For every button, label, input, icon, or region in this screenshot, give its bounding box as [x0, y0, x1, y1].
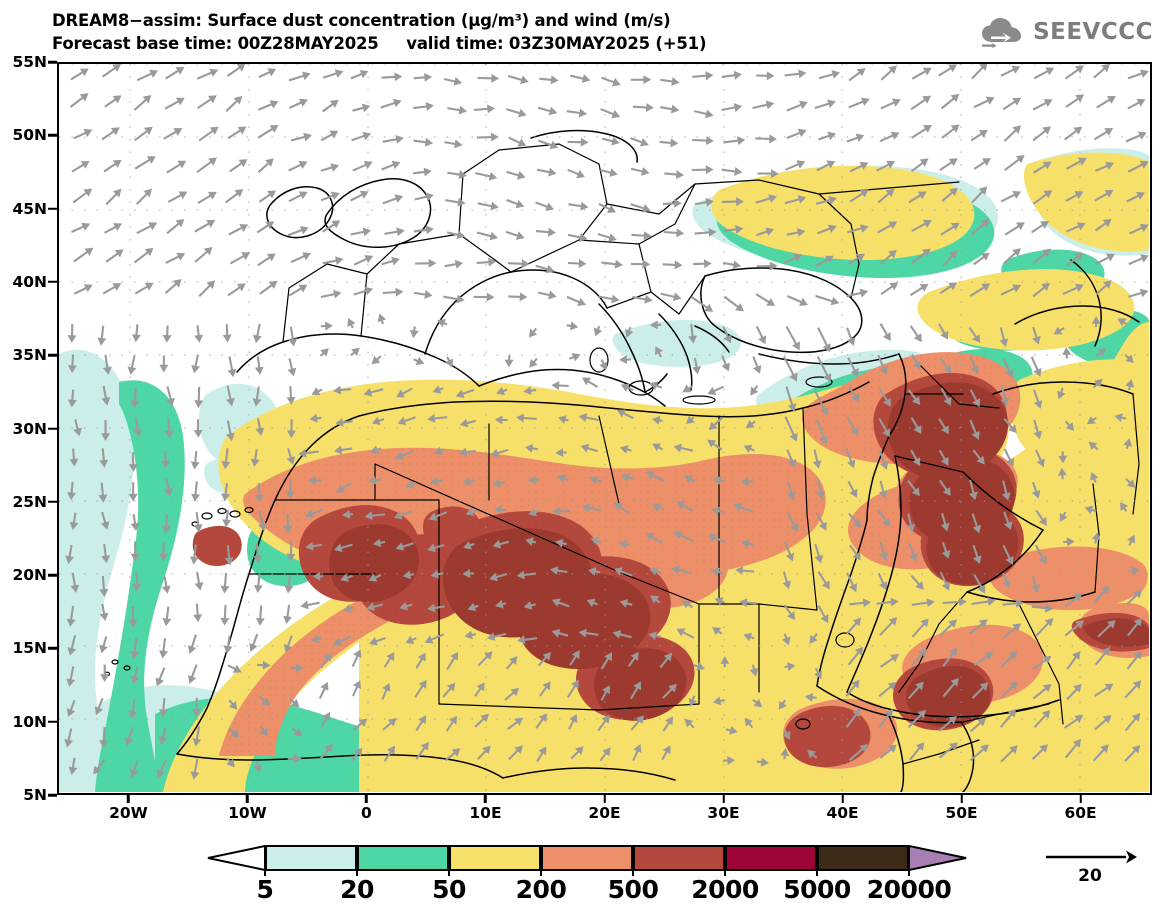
- colorbar-segment[interactable]: [725, 845, 817, 871]
- lat-tick-label: 45N: [12, 199, 47, 218]
- lon-tick-mark: [127, 795, 130, 803]
- lat-tick-label: 50N: [12, 126, 47, 145]
- colorbar-tick-label: 5: [256, 875, 274, 904]
- colorbar-segment[interactable]: [265, 845, 357, 871]
- lon-tick-mark: [841, 795, 844, 803]
- colorbar-tick-mark: [356, 871, 358, 876]
- lon-tick-label: 60E: [1064, 804, 1097, 822]
- lon-tick-mark: [603, 795, 606, 803]
- lat-tick-mark: [48, 60, 57, 64]
- seevccc-logo: SEEVCCC: [980, 14, 1153, 50]
- lat-tick-mark: [48, 720, 57, 723]
- lon-tick-label: 20W: [109, 804, 148, 822]
- lat-tick-label: 25N: [12, 492, 47, 511]
- wind-arrow-icon: [1046, 850, 1137, 864]
- title-block: DREAM8−assim: Surface dust concentration…: [52, 9, 707, 55]
- colorbar-segment[interactable]: [541, 845, 633, 871]
- lon-tick-mark: [960, 795, 963, 803]
- colorbar[interactable]: 5 20 50 200 500 2000 5000 20000: [207, 845, 967, 904]
- colorbar-tick-mark: [448, 871, 450, 876]
- lon-tick-mark: [365, 795, 368, 803]
- colorbar-tick-label: 20000: [866, 875, 952, 904]
- colorbar-tick-label: 500: [607, 875, 659, 904]
- lat-tick-label: 35N: [12, 346, 47, 365]
- lat-tick-mark: [48, 353, 57, 357]
- lat-tick-label: 40N: [12, 272, 47, 291]
- colorbar-segment[interactable]: [817, 845, 909, 871]
- lat-lon-gridlines: [59, 64, 1149, 792]
- colorbar-tick-label: 50: [432, 875, 466, 904]
- lat-tick-label: 30N: [12, 419, 47, 438]
- dust-concentration-map: [59, 64, 1149, 792]
- colorbar-tick-mark: [632, 871, 634, 876]
- wind-scale-value: 20: [1078, 866, 1102, 886]
- colorbar-segment[interactable]: [357, 845, 449, 871]
- lat-tick-label: 10N: [12, 712, 47, 731]
- lat-tick-mark: [48, 207, 57, 210]
- page-title: DREAM8−assim: Surface dust concentration…: [52, 11, 671, 30]
- colorbar-tick-label: 20: [340, 875, 374, 904]
- lat-tick-label: 20N: [12, 566, 47, 585]
- lon-tick-mark: [484, 795, 487, 803]
- lat-tick-label: 15N: [12, 639, 47, 658]
- lon-tick-label: 10E: [469, 804, 502, 822]
- lat-tick-mark: [48, 573, 57, 577]
- colorbar-tick-mark: [908, 871, 910, 876]
- colorbar-tick-mark: [264, 871, 266, 876]
- lon-tick-label: 30E: [707, 804, 740, 822]
- lat-tick-mark: [48, 500, 57, 504]
- logo-text: SEEVCCC: [1033, 19, 1153, 45]
- wind-vector-field: [64, 64, 1149, 780]
- lon-tick-label: 10W: [228, 804, 267, 822]
- lon-tick-mark: [1079, 795, 1082, 803]
- header: DREAM8−assim: Surface dust concentration…: [0, 0, 1165, 62]
- colorbar-segment[interactable]: [449, 845, 541, 871]
- wind-scale-legend: 20: [1040, 848, 1140, 894]
- colorbar-tick-label: 5000: [783, 875, 851, 904]
- lon-tick-mark: [722, 795, 725, 803]
- lon-tick-label: 40E: [826, 804, 859, 822]
- colorbar-tick-label: 2000: [691, 875, 759, 904]
- lat-tick-label: 5N: [23, 786, 47, 804]
- longitude-axis: 20W 10W 0 10E 20E 30E 40E 50E 60E: [0, 795, 1165, 835]
- lon-tick-label: 0: [361, 804, 372, 822]
- latitude-axis: 5N 10N 15N 20N 25N 30N 35N 40N 45N 50N 55N: [0, 0, 57, 907]
- lon-tick-label: 50E: [945, 804, 978, 822]
- colorbar-segment[interactable]: [633, 845, 725, 871]
- dust-stipple-overlay: [219, 352, 1021, 756]
- lat-tick-mark: [48, 793, 57, 797]
- lat-tick-mark: [48, 427, 57, 430]
- cloud-wind-icon: [982, 18, 1022, 48]
- lon-tick-mark: [246, 795, 249, 803]
- colorbar-tick-label: 200: [515, 875, 567, 904]
- colorbar-under-arrow: [207, 845, 265, 871]
- colorbar-tick-mark: [816, 871, 818, 876]
- lat-tick-mark: [48, 280, 57, 284]
- forecast-time-subtitle: Forecast base time: 00Z28MAY2025 valid t…: [52, 34, 707, 53]
- coastlines-and-borders: [103, 129, 1140, 792]
- colorbar-over-arrow: [909, 845, 967, 871]
- map-plot-area[interactable]: [57, 62, 1152, 795]
- lat-tick-mark: [48, 647, 57, 650]
- lon-tick-label: 20E: [588, 804, 621, 822]
- lat-tick-label: 55N: [12, 53, 47, 71]
- lat-tick-mark: [48, 134, 57, 137]
- colorbar-tick-mark: [540, 871, 542, 876]
- colorbar-tick-mark: [724, 871, 726, 876]
